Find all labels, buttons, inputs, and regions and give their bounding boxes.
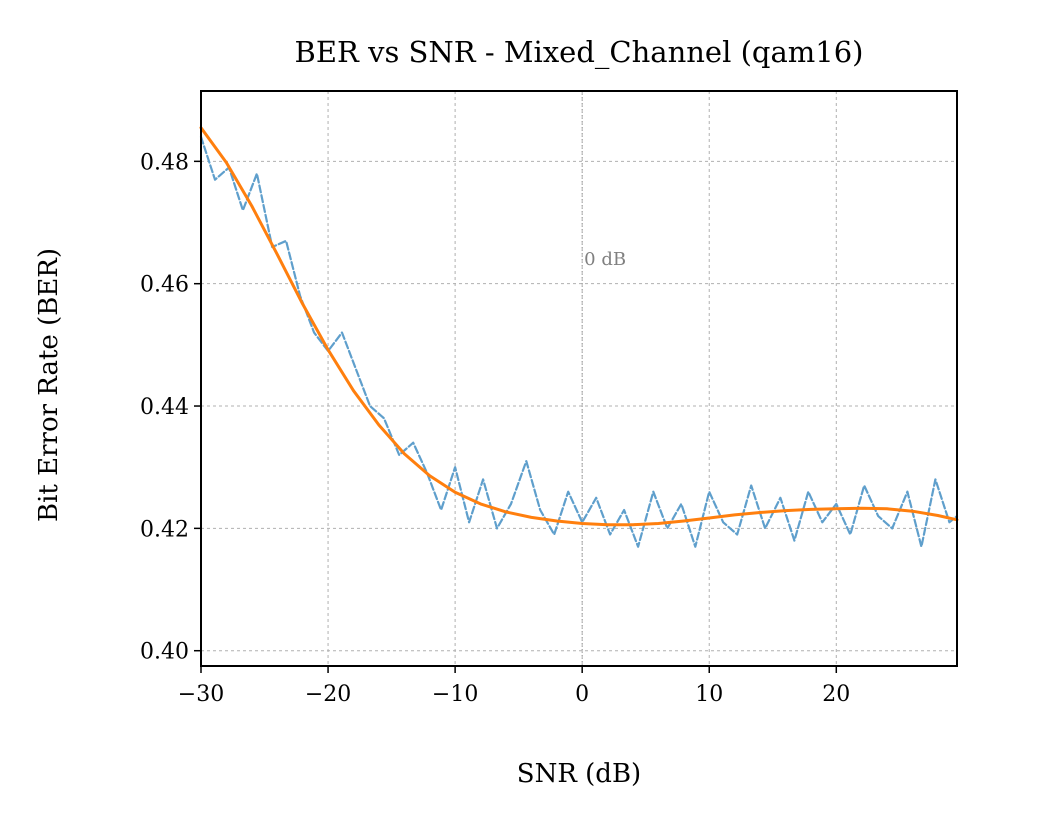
x-tick-label: 0: [575, 682, 589, 707]
y-tick-label: 0.48: [140, 150, 189, 175]
y-tick-label: 0.40: [140, 640, 189, 665]
annotation-layer: 0 dB: [581, 91, 626, 666]
x-tick-label: −30: [178, 682, 224, 707]
y-tick-label: 0.42: [140, 517, 189, 542]
x-tick-label: −10: [432, 682, 478, 707]
y-tick-label: 0.44: [140, 395, 189, 420]
grid-layer: [200, 91, 957, 666]
y-tick-label: 0.46: [140, 273, 189, 298]
x-tick-label: −20: [305, 682, 351, 707]
zero-db-annotation: 0 dB: [584, 249, 626, 270]
y-axis-label: Bit Error Rate (BER): [34, 248, 64, 522]
x-tick-label: 20: [822, 682, 850, 707]
plot-frame: [200, 90, 958, 667]
series-layer: [199, 126, 959, 548]
x-tick-label: 10: [695, 682, 723, 707]
chart-title: BER vs SNR - Mixed_Channel (qam16): [295, 35, 864, 70]
x-axis-label: SNR (dB): [517, 759, 641, 789]
ber-fit-series-line: [199, 126, 959, 527]
ber-measured-series-line: [199, 135, 959, 548]
ticks-layer: −30 −20 −10 0 10 20 0.40 0.42 0.44 0.46 0.48: [140, 150, 850, 707]
